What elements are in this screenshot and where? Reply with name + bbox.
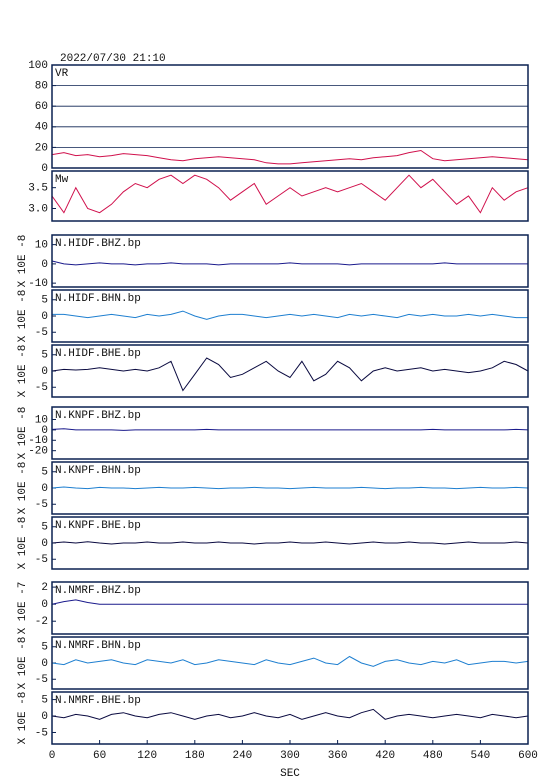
- panel-frame: [51, 289, 529, 343]
- y-tick-label: 0: [41, 483, 48, 495]
- trace: [51, 486, 529, 490]
- y-tick-label: -20: [28, 446, 48, 458]
- panel-label: N.HIDF.BHE.bp: [55, 348, 141, 360]
- trace: [51, 260, 528, 266]
- y-axis-label: X 10E -8: [17, 235, 29, 288]
- y-tick-label: -10: [28, 435, 48, 447]
- x-tick-label: 240: [232, 750, 252, 762]
- y-tick-label: 0: [41, 259, 48, 271]
- panel-frame: [51, 636, 529, 690]
- x-tick-label: 480: [423, 750, 443, 762]
- y-tick-label: 5: [41, 694, 48, 706]
- panel-label: N.KNPF.BHE.bp: [55, 520, 141, 532]
- y-tick-label: 0: [41, 366, 48, 378]
- y-tick-label: 60: [35, 101, 48, 113]
- trace: [51, 357, 529, 392]
- y-tick-label: 0: [41, 599, 48, 611]
- panel-label: N.HIDF.BHN.bp: [55, 293, 141, 305]
- y-tick-label: 0: [41, 658, 48, 670]
- panel-frame: [51, 344, 529, 398]
- trace: [51, 174, 529, 214]
- y-tick-label: 3.5: [28, 183, 48, 195]
- y-axis-label: X 10E -8: [17, 692, 29, 745]
- y-tick-label: 3.0: [28, 203, 48, 215]
- panel-label: N.KNPF.BHZ.bp: [55, 410, 141, 422]
- chart-title: 2022/07/30 21:10: [60, 53, 166, 65]
- x-tick-label: 360: [328, 750, 348, 762]
- y-tick-label: 10: [35, 414, 48, 426]
- y-tick-label: -5: [35, 554, 48, 566]
- y-axis-label: X 10E -7: [17, 582, 29, 635]
- panel-frame: [51, 406, 529, 460]
- panel-label: N.KNPF.BHN.bp: [55, 465, 141, 477]
- y-tick-label: 5: [41, 295, 48, 307]
- panel-frame: [51, 461, 529, 515]
- panel-label: Mw: [55, 174, 69, 186]
- x-tick-label: 300: [280, 750, 300, 762]
- x-tick-label: 180: [185, 750, 205, 762]
- x-tick-label: 540: [470, 750, 490, 762]
- y-tick-label: -5: [35, 727, 48, 739]
- y-axis-label: X 10E -8: [17, 345, 29, 398]
- x-axis-label: SEC: [280, 768, 300, 780]
- panel-frame: [51, 581, 529, 635]
- y-tick-label: -10: [28, 278, 48, 290]
- y-tick-label: 5: [41, 642, 48, 654]
- y-tick-label: 100: [28, 60, 48, 72]
- y-tick-label: 0: [41, 711, 48, 723]
- y-tick-label: 0: [41, 538, 48, 550]
- y-tick-label: 20: [35, 142, 48, 154]
- y-axis-label: X 10E -8: [17, 290, 29, 343]
- trace: [51, 149, 529, 165]
- trace: [51, 428, 529, 431]
- y-tick-label: -5: [35, 674, 48, 686]
- x-tick-label: 120: [137, 750, 157, 762]
- panel-frame: [51, 170, 529, 222]
- panel-label: N.NMRF.BHN.bp: [55, 640, 141, 652]
- trace: [52, 310, 528, 320]
- y-tick-label: -5: [35, 382, 48, 394]
- y-tick-label: 80: [35, 81, 48, 93]
- y-axis-label: X 10E -8: [17, 407, 29, 460]
- y-tick-label: -5: [35, 499, 48, 511]
- y-tick-label: 10: [35, 240, 48, 252]
- y-tick-label: 5: [41, 522, 48, 534]
- trace: [51, 655, 529, 667]
- y-axis-label: X 10E -8: [17, 637, 29, 690]
- y-tick-label: 5: [41, 350, 48, 362]
- x-tick-label: 420: [375, 750, 395, 762]
- y-tick-label: 2: [41, 582, 48, 594]
- panel-label: N.NMRF.BHZ.bp: [55, 585, 141, 597]
- panel-frame: [51, 516, 529, 570]
- y-tick-label: -5: [35, 327, 48, 339]
- y-tick-label: -2: [35, 616, 48, 628]
- x-tick-label: 0: [49, 750, 56, 762]
- trace: [51, 541, 529, 545]
- trace: [51, 708, 529, 720]
- panel-label: N.NMRF.BHE.bp: [55, 695, 141, 707]
- y-tick-label: 0: [41, 163, 48, 175]
- panel-label: N.HIDF.BHZ.bp: [55, 238, 141, 250]
- y-axis-label: X 10E -8: [17, 517, 29, 570]
- panel-frame: [51, 234, 529, 288]
- panel-frame: [51, 64, 529, 169]
- panel-label: VR: [55, 68, 69, 80]
- x-tick-label: 60: [93, 750, 106, 762]
- x-tick-label: 600: [518, 750, 538, 762]
- y-axis-label: X 10E -8: [17, 462, 29, 515]
- y-tick-label: 5: [41, 467, 48, 479]
- y-tick-label: 40: [35, 122, 48, 134]
- trace: [51, 599, 528, 605]
- y-tick-label: 0: [41, 425, 48, 437]
- y-tick-label: 0: [41, 311, 48, 323]
